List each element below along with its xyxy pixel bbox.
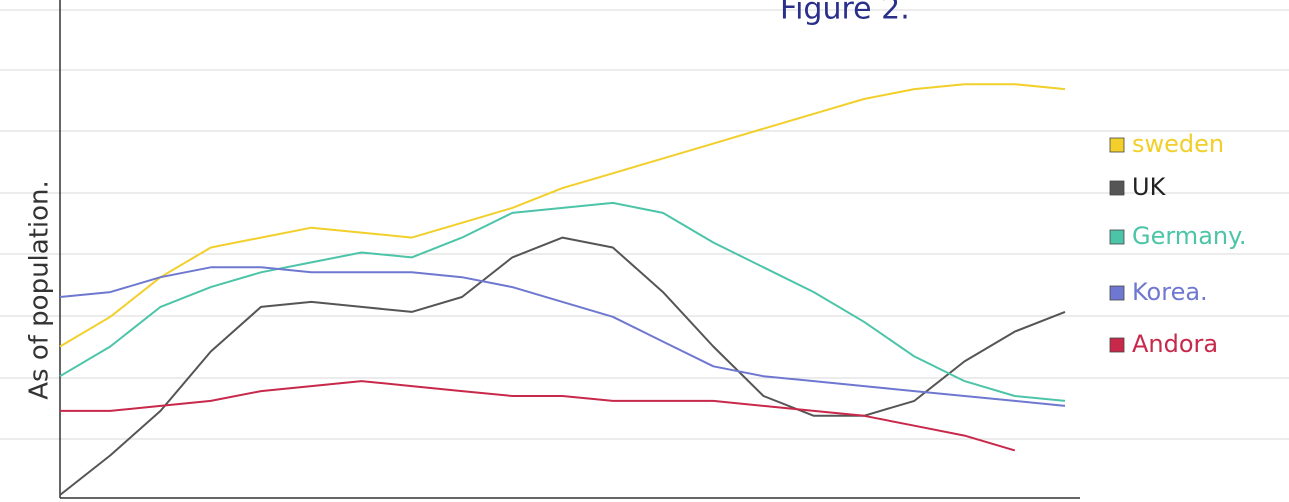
legend-label: sweden	[1132, 130, 1224, 158]
series-line	[59, 201, 1066, 402]
legend-swatch	[1109, 137, 1125, 153]
legend: sweden UK Germany. Korea. Andora	[1109, 130, 1247, 358]
series-line	[59, 83, 1066, 348]
legend-swatch	[1109, 180, 1125, 196]
legend-label: UK	[1132, 173, 1167, 201]
series-line	[60, 380, 1016, 452]
chart-title: Figure 2.	[780, 0, 910, 27]
y-axis-label: As of population.	[25, 180, 55, 400]
series-line	[59, 266, 1066, 407]
legend-swatch	[1109, 229, 1125, 245]
series-line	[59, 236, 1066, 496]
paper-lines	[0, 9, 1289, 440]
legend-label: Germany.	[1132, 222, 1247, 250]
legend-swatch	[1109, 337, 1125, 353]
legend-label: Korea.	[1132, 278, 1208, 306]
legend-label: Andora	[1132, 330, 1218, 358]
legend-swatch	[1109, 285, 1125, 301]
lines	[59, 83, 1066, 496]
